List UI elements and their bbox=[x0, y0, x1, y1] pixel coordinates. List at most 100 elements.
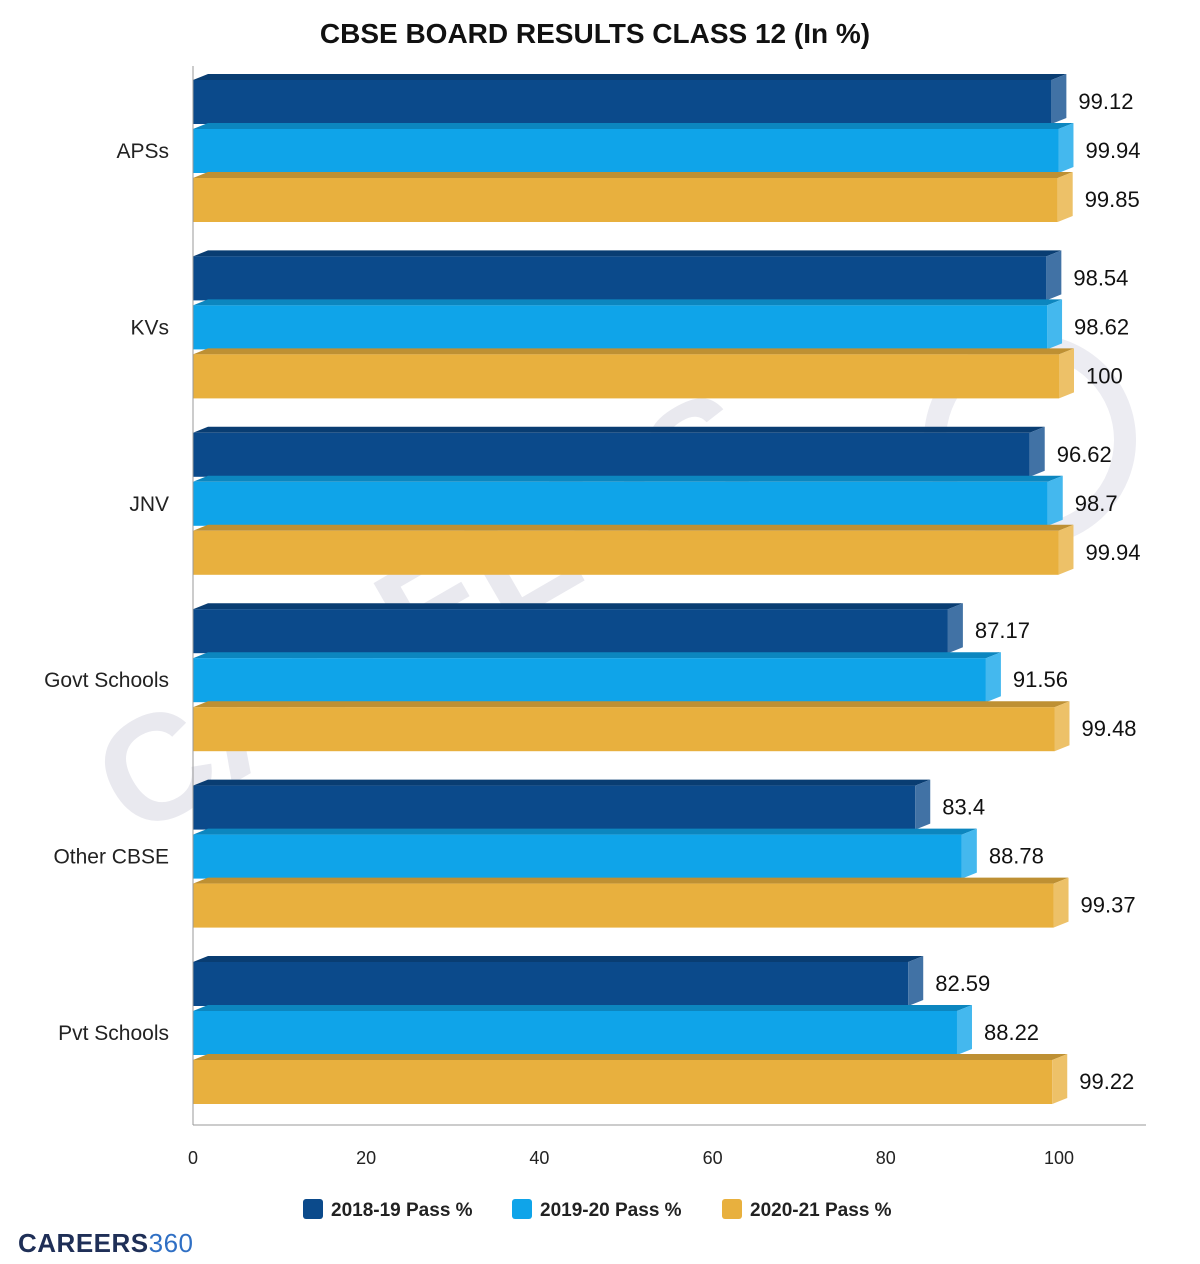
x-tick-label: 60 bbox=[703, 1148, 723, 1168]
bar-side-face bbox=[1051, 74, 1067, 124]
bar-side-face bbox=[1052, 1054, 1068, 1104]
bar-side-face bbox=[1059, 348, 1074, 399]
logo-number: 360 bbox=[148, 1228, 194, 1258]
bar-pvt-schools-1: 82.59 bbox=[193, 956, 990, 1006]
bar-side-face bbox=[915, 779, 931, 830]
bar-front-face bbox=[193, 1060, 1053, 1104]
bar-front-face bbox=[193, 962, 909, 1006]
bar-front-face bbox=[193, 883, 1054, 928]
category-label: KVs bbox=[130, 316, 169, 339]
bar-other-cbse-2: 88.78 bbox=[193, 828, 1044, 879]
bar-side-face bbox=[1054, 701, 1070, 752]
bar-top-face bbox=[193, 524, 1074, 531]
bar-front-face bbox=[193, 256, 1047, 301]
bar-jnv-2: 98.7 bbox=[193, 475, 1118, 526]
value-label: 99.85 bbox=[1085, 187, 1140, 212]
value-label: 83.4 bbox=[942, 795, 985, 820]
chart-title: CBSE BOARD RESULTS CLASS 12 (In %) bbox=[320, 18, 870, 49]
value-label: 99.94 bbox=[1085, 540, 1140, 565]
bar-top-face bbox=[193, 123, 1074, 129]
bar-kvs-2: 98.62 bbox=[193, 299, 1129, 350]
value-label: 98.54 bbox=[1073, 265, 1128, 290]
bar-side-face bbox=[956, 1005, 972, 1055]
bar-front-face bbox=[193, 530, 1059, 575]
value-label: 88.22 bbox=[984, 1020, 1039, 1045]
value-label: 99.94 bbox=[1085, 138, 1140, 163]
bar-jnv-3: 99.94 bbox=[193, 524, 1141, 575]
bar-front-face bbox=[193, 658, 986, 703]
bar-govt-schools-1: 87.17 bbox=[193, 603, 1030, 654]
bar-top-face bbox=[193, 877, 1069, 884]
bar-side-face bbox=[1057, 172, 1073, 222]
bar-front-face bbox=[193, 354, 1059, 399]
bar-top-face bbox=[193, 172, 1073, 178]
bar-top-face bbox=[193, 779, 931, 786]
bar-top-face bbox=[193, 828, 977, 835]
bar-side-face bbox=[961, 828, 977, 879]
legend: 2018-19 Pass % 2019-20 Pass % 2020-21 Pass… bbox=[303, 1199, 892, 1221]
bar-top-face bbox=[193, 701, 1070, 708]
bar-front-face bbox=[193, 305, 1048, 350]
bar-front-face bbox=[193, 609, 948, 654]
category-label: JNV bbox=[129, 493, 169, 516]
axes: 0 20 40 60 80 100 bbox=[188, 66, 1146, 1168]
bar-top-face bbox=[193, 348, 1074, 355]
value-label: 82.59 bbox=[935, 971, 990, 996]
legend-label: 2019-20 Pass % bbox=[540, 1200, 682, 1221]
value-label: 100 bbox=[1086, 363, 1123, 388]
value-label: 91.56 bbox=[1013, 667, 1068, 692]
bar-front-face bbox=[193, 707, 1055, 752]
bar-top-face bbox=[193, 1005, 972, 1011]
bar-front-face bbox=[193, 481, 1048, 526]
legend-label: 2020-21 Pass % bbox=[750, 1200, 892, 1221]
bars: 99.12 99.94 99.85 APSs 98.54 98.62 100 KVs 96.62… bbox=[44, 74, 1141, 1104]
bar-top-face bbox=[193, 475, 1063, 482]
bar-other-cbse-3: 99.37 bbox=[193, 877, 1136, 928]
bar-apss-1: 99.12 bbox=[193, 74, 1133, 124]
legend-label: 2018-19 Pass % bbox=[331, 1200, 473, 1221]
bar-govt-schools-3: 99.48 bbox=[193, 701, 1137, 752]
bar-pvt-schools-2: 88.22 bbox=[193, 1005, 1039, 1055]
bar-kvs-1: 98.54 bbox=[193, 250, 1128, 301]
bar-top-face bbox=[193, 652, 1001, 659]
value-label: 99.37 bbox=[1081, 893, 1136, 918]
category-label: Govt Schools bbox=[44, 669, 169, 692]
value-label: 99.12 bbox=[1078, 89, 1133, 114]
bar-side-face bbox=[1053, 877, 1069, 928]
bar-side-face bbox=[1058, 524, 1074, 575]
bar-front-face bbox=[193, 785, 916, 830]
bar-side-face bbox=[1058, 123, 1074, 173]
value-label: 99.48 bbox=[1081, 716, 1136, 741]
bar-side-face bbox=[947, 603, 963, 654]
legend-item-2: 2019-20 Pass % bbox=[512, 1199, 682, 1221]
bar-side-face bbox=[908, 956, 924, 1006]
legend-swatch bbox=[512, 1199, 532, 1219]
x-tick-label: 100 bbox=[1044, 1148, 1074, 1168]
x-tick-label: 20 bbox=[356, 1148, 376, 1168]
bar-front-face bbox=[193, 834, 962, 879]
bar-top-face bbox=[193, 1054, 1068, 1060]
legend-item-3: 2020-21 Pass % bbox=[722, 1199, 892, 1221]
bar-govt-schools-2: 91.56 bbox=[193, 652, 1068, 703]
bar-pvt-schools-3: 99.22 bbox=[193, 1054, 1134, 1104]
bar-top-face bbox=[193, 299, 1063, 306]
legend-swatch bbox=[722, 1199, 742, 1219]
bar-side-face bbox=[1046, 250, 1062, 301]
category-label: APSs bbox=[116, 140, 169, 163]
category-label: Pvt Schools bbox=[58, 1022, 169, 1045]
bar-front-face bbox=[193, 80, 1052, 124]
bar-front-face bbox=[193, 432, 1030, 477]
value-label: 96.62 bbox=[1057, 442, 1112, 467]
bar-top-face bbox=[193, 426, 1045, 433]
x-tick-label: 0 bbox=[188, 1148, 198, 1168]
legend-swatch bbox=[303, 1199, 323, 1219]
bar-front-face bbox=[193, 178, 1058, 222]
value-label: 98.62 bbox=[1074, 314, 1129, 339]
bar-side-face bbox=[1029, 426, 1045, 477]
x-tick-label: 80 bbox=[876, 1148, 896, 1168]
bar-side-face bbox=[1047, 475, 1063, 526]
bar-kvs-3: 100 bbox=[193, 348, 1123, 399]
bar-top-face bbox=[193, 250, 1062, 257]
x-tick-label: 40 bbox=[529, 1148, 549, 1168]
